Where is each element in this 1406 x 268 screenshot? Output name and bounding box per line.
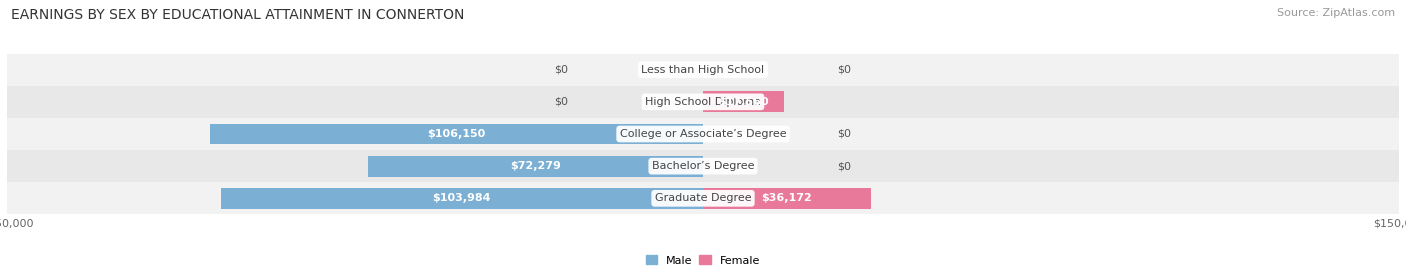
Text: $0: $0 [838, 129, 852, 139]
Text: EARNINGS BY SEX BY EDUCATIONAL ATTAINMENT IN CONNERTON: EARNINGS BY SEX BY EDUCATIONAL ATTAINMEN… [11, 8, 464, 22]
Text: $17,560: $17,560 [718, 97, 769, 107]
Bar [211, 124, 703, 144]
Bar [703, 188, 870, 209]
Text: $0: $0 [554, 65, 568, 75]
Text: $103,984: $103,984 [433, 193, 491, 203]
Text: $0: $0 [838, 65, 852, 75]
Text: $106,150: $106,150 [427, 129, 486, 139]
Text: High School Diploma: High School Diploma [645, 97, 761, 107]
Bar [7, 54, 1399, 86]
Bar [703, 91, 785, 112]
Text: $72,279: $72,279 [510, 161, 561, 171]
Text: Source: ZipAtlas.com: Source: ZipAtlas.com [1277, 8, 1395, 18]
Text: $0: $0 [554, 97, 568, 107]
Bar [221, 188, 703, 209]
Bar [7, 182, 1399, 214]
Text: Bachelor’s Degree: Bachelor’s Degree [652, 161, 754, 171]
Bar [7, 150, 1399, 182]
Legend: Male, Female: Male, Female [641, 251, 765, 268]
Bar [367, 156, 703, 177]
Text: College or Associate’s Degree: College or Associate’s Degree [620, 129, 786, 139]
Bar [7, 86, 1399, 118]
Bar [7, 118, 1399, 150]
Text: $0: $0 [838, 161, 852, 171]
Text: Graduate Degree: Graduate Degree [655, 193, 751, 203]
Text: Less than High School: Less than High School [641, 65, 765, 75]
Text: $36,172: $36,172 [762, 193, 813, 203]
